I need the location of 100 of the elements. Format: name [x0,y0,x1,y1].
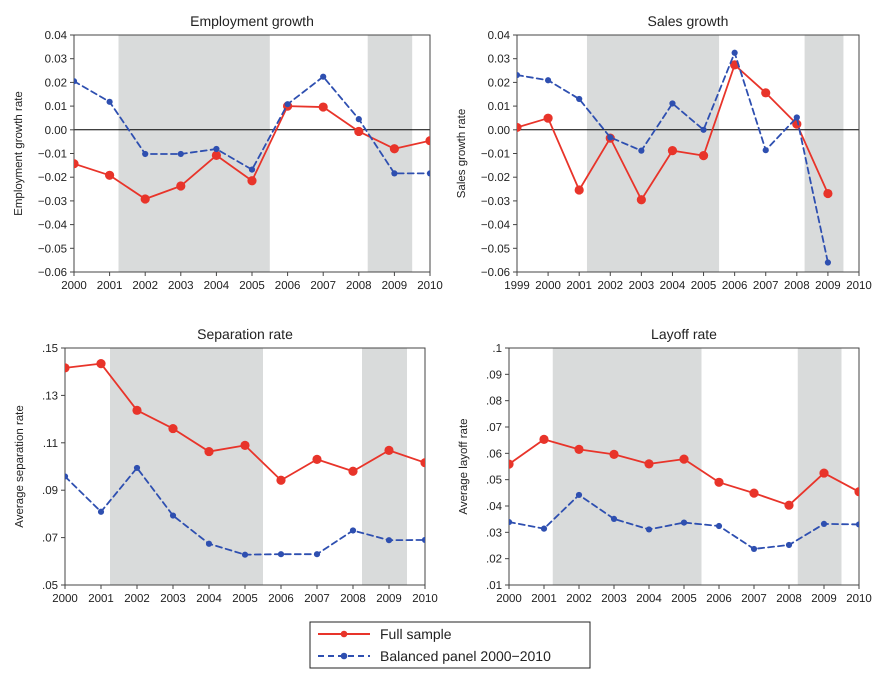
y-tick-label: 0.03 [44,54,67,66]
x-tick-label: 2010 [846,593,872,605]
x-tick-label: 2000 [535,280,561,292]
x-tick-label: 2008 [346,280,372,292]
x-tick-label: 2001 [531,593,557,605]
x-tick-label: 2004 [196,593,222,605]
y-tick-label: 0.01 [488,101,510,114]
point [716,522,722,530]
y-tick-label: .09 [486,369,502,382]
point [543,114,553,123]
point [636,195,646,204]
point [350,527,356,534]
point [574,185,584,195]
x-tick-label: 2006 [706,593,732,605]
point [348,466,358,476]
point [390,144,399,154]
point [168,424,178,434]
y-tick-label: .02 [486,554,502,566]
y-tick-label: 0.02 [488,77,510,90]
y-tick-label: .03 [486,527,502,540]
point [762,147,769,154]
point [610,516,618,522]
x-tick-label: 2007 [304,593,330,605]
x-tick-label: 2005 [239,280,265,292]
point [96,359,106,368]
point [391,170,398,177]
y-tick-label: −0.03 [480,196,510,208]
x-tick-label: 2005 [690,280,716,292]
x-tick-label: 2009 [376,593,402,605]
y-tick-label: .1 [492,343,502,356]
x-tick-label: 1999 [504,280,530,292]
point [824,259,832,266]
x-tick-label: 2008 [776,593,802,605]
x-tick-label: 2001 [88,593,114,605]
point [544,77,552,84]
x-tick-label: 2010 [846,280,872,292]
point [278,551,284,558]
point [819,468,829,478]
point [204,446,214,456]
x-tick-label: 2000 [52,593,78,605]
point [106,98,113,105]
legend-label: Balanced panel 2000−2010 [380,648,552,664]
point [132,406,142,415]
x-tick-label: 2009 [382,280,408,292]
y-tick-label: .07 [42,532,58,545]
y-tick-label: .05 [486,474,502,487]
legend-label: Full sample [380,626,452,642]
point [178,150,184,158]
x-tick-label: 2004 [204,280,230,292]
point [213,146,220,152]
x-tick-label: 2002 [566,593,592,605]
point [786,542,792,548]
point [646,526,652,533]
x-tick-label: 2010 [412,593,438,605]
point [823,188,833,198]
y-tick-label: −0.04 [38,220,68,232]
x-tick-label: 2006 [268,593,294,605]
x-tick-label: 2009 [815,280,841,292]
x-tick-label: 2003 [168,280,194,292]
point [318,102,328,112]
point [820,520,828,528]
point [668,146,678,156]
point [609,450,619,459]
point [356,116,362,122]
point [247,176,257,186]
y-tick-label: −0.04 [480,220,511,232]
y-tick-label: 0.03 [488,54,510,66]
y-tick-label: .07 [486,422,502,434]
x-tick-label: 2001 [566,280,592,292]
chart-title: Separation rate [197,326,294,342]
point [698,151,708,160]
x-tick-label: 2002 [124,593,150,605]
y-tick-label: 0.04 [488,30,511,42]
chart-title: Sales growth [648,13,728,29]
y-tick-label: −0.01 [480,148,510,161]
y-tick-label: −0.03 [38,196,67,208]
x-tick-label: 2004 [660,280,686,292]
x-tick-label: 2010 [417,280,443,292]
point [354,126,364,136]
point [700,126,707,133]
point [669,100,676,107]
y-tick-label: −0.06 [38,267,67,280]
point [644,459,654,468]
point [242,552,248,558]
point [134,464,140,472]
point [142,150,148,158]
point [105,170,114,180]
y-tick-label: .09 [42,485,58,498]
x-tick-label: 2003 [628,280,654,292]
x-tick-label: 2007 [310,280,336,292]
x-tick-label: 2006 [722,280,748,292]
chart-title: Employment growth [190,13,314,29]
chart-title: Layoff rate [651,326,718,342]
y-tick-label: −0.02 [38,172,67,184]
point [679,454,689,464]
point [276,476,286,485]
point [314,551,320,558]
x-tick-label: 2008 [340,593,366,605]
y-tick-label: −0.05 [480,243,510,256]
y-tick-label: .06 [486,448,502,460]
